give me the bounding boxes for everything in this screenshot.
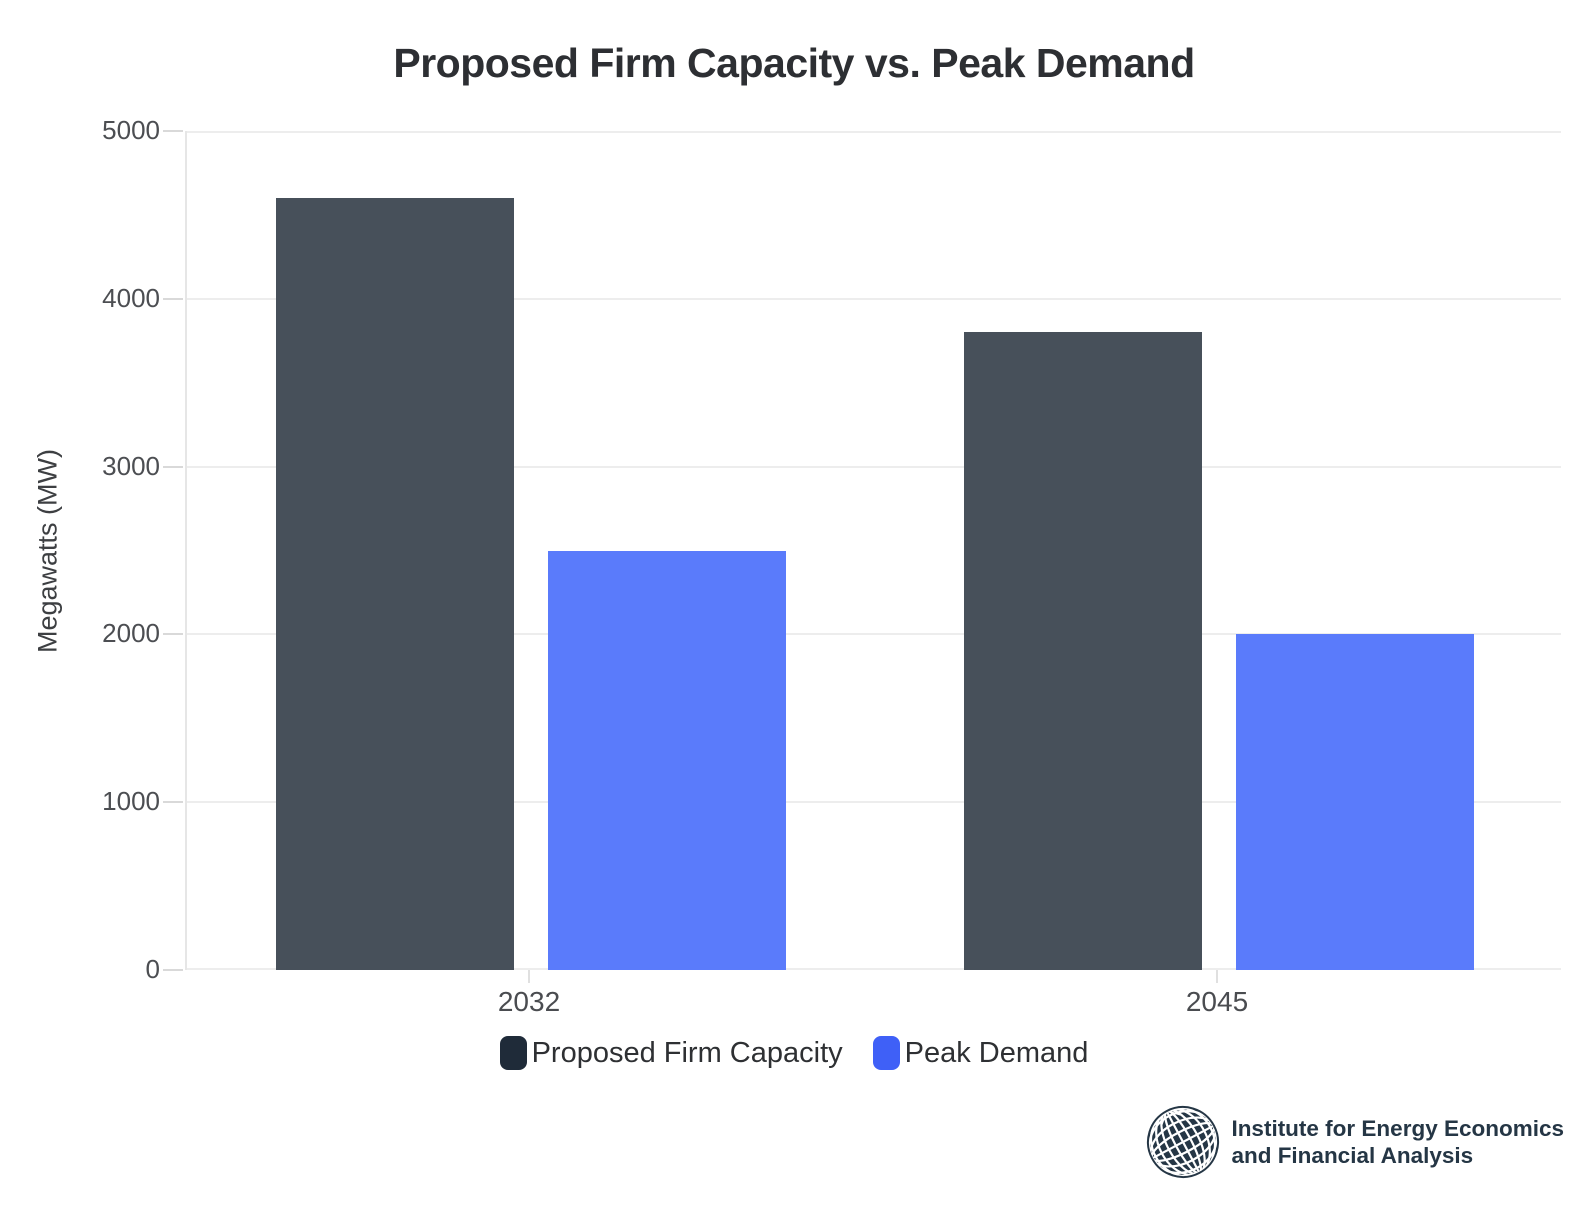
y-tick-mark xyxy=(163,801,183,803)
legend-label: Proposed Firm Capacity xyxy=(531,1036,843,1069)
y-tick-label-0: 0 xyxy=(145,953,160,984)
y-tick-mark xyxy=(163,466,183,468)
legend-label: Peak Demand xyxy=(904,1036,1089,1069)
legend-item-peak-demand: Peak Demand xyxy=(872,1036,1089,1070)
bar-peak-demand-2045 xyxy=(1236,634,1474,970)
chart-legend: Proposed Firm Capacity Peak Demand xyxy=(0,1036,1588,1070)
y-tick-label-2000: 2000 xyxy=(102,617,160,648)
ieefa-branding: Institute for Energy Economics and Finan… xyxy=(1145,1104,1564,1180)
x-tick-mark xyxy=(528,970,530,983)
ieefa-wordmark-line1: Institute for Energy Economics xyxy=(1231,1116,1564,1141)
y-tick-mark xyxy=(163,633,183,635)
y-tick-label-5000: 5000 xyxy=(102,114,160,145)
y-tick-mark xyxy=(163,298,183,300)
plot-area xyxy=(185,131,1561,970)
gridline-3000 xyxy=(187,465,1561,468)
y-axis-title: Megawatts (MW) xyxy=(32,448,63,653)
legend-swatch-dark xyxy=(499,1036,527,1070)
y-tick-mark xyxy=(163,969,183,971)
y-tick-mark xyxy=(163,130,183,132)
y-tick-label-3000: 3000 xyxy=(102,450,160,481)
bar-proposed-firm-capacity-2032 xyxy=(276,198,514,970)
x-tick-label-2032: 2032 xyxy=(497,986,561,1017)
y-tick-label-4000: 4000 xyxy=(102,282,160,313)
chart-title: Proposed Firm Capacity vs. Peak Demand xyxy=(393,40,1195,86)
ieefa-wordmark: Institute for Energy Economics and Finan… xyxy=(1231,1115,1564,1169)
legend-item-proposed-firm-capacity: Proposed Firm Capacity xyxy=(499,1036,843,1070)
ieefa-wordmark-line2: and Financial Analysis xyxy=(1231,1143,1474,1168)
gridline-4000 xyxy=(187,297,1561,300)
ieefa-globe-icon xyxy=(1147,1106,1220,1178)
y-tick-label-1000: 1000 xyxy=(102,785,160,816)
legend-swatch-blue xyxy=(872,1036,900,1070)
gridline-1000 xyxy=(187,801,1561,804)
gridline-2000 xyxy=(187,633,1561,636)
x-tick-label-2045: 2045 xyxy=(1185,986,1249,1017)
bar-peak-demand-2032 xyxy=(548,550,786,970)
gridline-0 xyxy=(187,968,1561,970)
bar-proposed-firm-capacity-2045 xyxy=(964,332,1202,970)
gridline-5000 xyxy=(187,131,1561,133)
x-tick-mark xyxy=(1216,970,1218,983)
